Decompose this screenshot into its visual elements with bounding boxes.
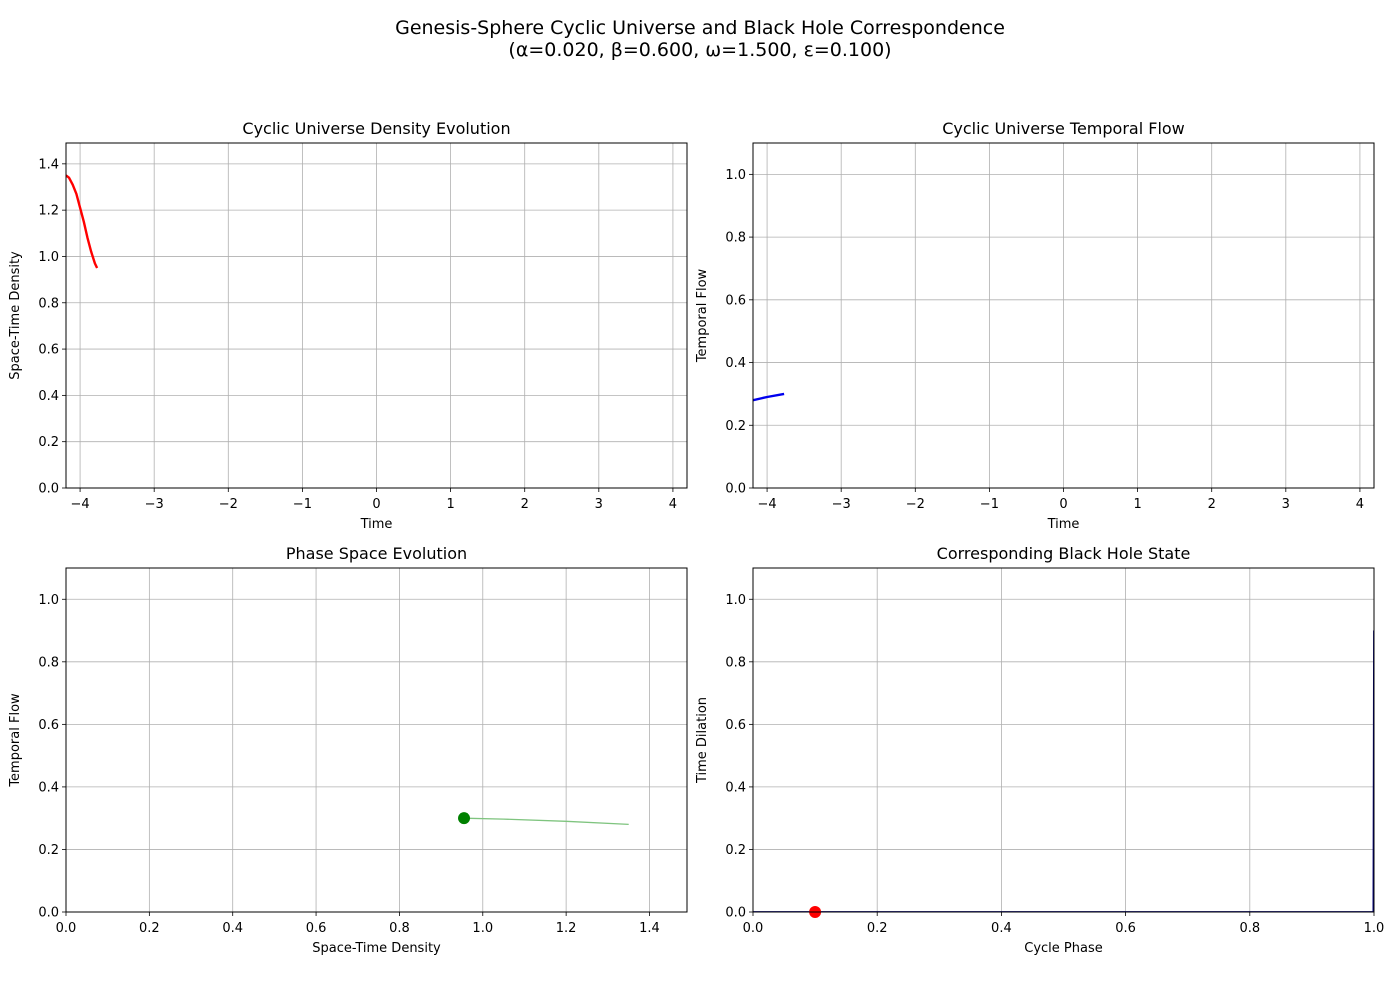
y-tick-label: 0.0 <box>725 482 746 497</box>
y-axis-label: Space-Time Density <box>8 251 23 380</box>
x-axis-label: Time <box>360 517 393 532</box>
x-tick-label: −1 <box>293 497 312 512</box>
x-tick-label: 4 <box>1356 497 1364 512</box>
panel-title: Corresponding Black Hole State <box>937 544 1191 563</box>
y-tick-label: 1.2 <box>38 204 59 219</box>
series-line-phase-0 <box>463 817 629 826</box>
x-tick-label: −2 <box>906 497 925 512</box>
x-tick-label: −3 <box>832 497 851 512</box>
y-tick-label: 0.6 <box>38 718 59 733</box>
y-tick-label: 0.8 <box>38 296 59 311</box>
x-tick-label: 0.2 <box>867 921 888 936</box>
x-tick-label: 0.4 <box>991 921 1012 936</box>
figure-subtitle: (α=0.020, β=0.600, ω=1.500, ε=0.100) <box>508 39 892 61</box>
y-tick-label: 0.4 <box>38 780 59 795</box>
y-tick-label: 0.0 <box>725 906 746 921</box>
series-line-flow-0 <box>753 392 785 402</box>
y-tick-label: 1.0 <box>38 250 59 265</box>
x-tick-label: 3 <box>1282 497 1290 512</box>
y-tick-label: 0.2 <box>725 419 746 434</box>
x-tick-label: 4 <box>669 497 677 512</box>
x-tick-label: 0.8 <box>1239 921 1260 936</box>
y-tick-label: 0.4 <box>38 389 59 404</box>
x-tick-label: −4 <box>757 497 776 512</box>
x-axis-label: Cycle Phase <box>1024 941 1102 956</box>
x-tick-label: 1.0 <box>1364 921 1385 936</box>
chart-panel-blackhole: 0.0 0.2 0.4 0.6 0.8 1.0 0.0 0.2 0.4 0.6 0.8 1.0 Corr… <box>695 544 1384 956</box>
y-tick-label: 0.4 <box>725 356 746 371</box>
y-axis-label: Temporal Flow <box>695 268 710 363</box>
y-tick-label: 0.6 <box>725 293 746 308</box>
chart-panel-density: −4 −3 −2 −1 0 1 2 3 4 0.0 0.2 0.4 0.6 0.8 1.0 1.2 1.4 Cyc… <box>8 119 688 532</box>
x-tick-label: 0.4 <box>222 921 243 936</box>
x-tick-label: 2 <box>521 497 529 512</box>
y-tick-label: 1.0 <box>725 168 746 183</box>
x-tick-label: 0.6 <box>1115 921 1136 936</box>
x-tick-label: −4 <box>70 497 89 512</box>
x-tick-label: −1 <box>980 497 999 512</box>
panel-title: Phase Space Evolution <box>286 544 467 563</box>
x-tick-label: 0 <box>372 497 380 512</box>
series-line-density-0 <box>66 174 99 269</box>
y-tick-label: 1.4 <box>38 157 59 172</box>
x-tick-label: 0.2 <box>139 921 160 936</box>
x-tick-label: 1 <box>1133 497 1141 512</box>
plot-frame <box>65 567 688 913</box>
y-axis-label: Temporal Flow <box>8 693 23 788</box>
plot-frame <box>752 567 1375 913</box>
x-tick-label: 0.6 <box>306 921 327 936</box>
x-axis-label: Space-Time Density <box>312 941 441 956</box>
y-tick-label: 0.8 <box>725 231 746 246</box>
y-tick-label: 0.2 <box>38 435 59 450</box>
y-tick-label: 0.2 <box>38 843 59 858</box>
y-tick-label: 0.0 <box>38 906 59 921</box>
x-tick-label: 1.2 <box>556 921 577 936</box>
y-tick-label: 0.4 <box>725 780 746 795</box>
y-tick-label: 0.6 <box>38 343 59 358</box>
x-tick-label: −3 <box>145 497 164 512</box>
x-tick-label: 2 <box>1208 497 1216 512</box>
panel-title: Cyclic Universe Density Evolution <box>242 119 510 138</box>
x-tick-label: 0.8 <box>389 921 410 936</box>
y-tick-label: 1.0 <box>725 593 746 608</box>
y-tick-label: 0.8 <box>725 655 746 670</box>
plot-frame <box>65 142 688 489</box>
x-tick-label: 0.0 <box>743 921 764 936</box>
chart-panel-phase: 0.0 0.2 0.4 0.6 0.8 1.0 1.2 1.4 0.0 0.2 0.4 0.6 0.8 1… <box>8 544 688 956</box>
y-axis-label: Time Dilation <box>695 697 710 784</box>
x-tick-label: 3 <box>595 497 603 512</box>
x-tick-label: −2 <box>219 497 238 512</box>
y-tick-label: 1.0 <box>38 593 59 608</box>
figure-title: Genesis-Sphere Cyclic Universe and Black… <box>395 17 1005 39</box>
x-tick-label: 1.4 <box>639 921 660 936</box>
y-tick-label: 0.0 <box>38 482 59 497</box>
x-tick-label: 0 <box>1059 497 1067 512</box>
y-tick-label: 0.6 <box>725 718 746 733</box>
plot-frame <box>752 142 1375 489</box>
panel-title: Cyclic Universe Temporal Flow <box>942 119 1185 138</box>
x-tick-label: 0.0 <box>56 921 77 936</box>
marker-point-phase-0 <box>458 812 471 825</box>
x-tick-label: 1.0 <box>472 921 493 936</box>
series-line-blackhole-0 <box>753 630 1374 912</box>
y-tick-label: 0.2 <box>725 843 746 858</box>
x-tick-label: 1 <box>446 497 454 512</box>
chart-panel-flow: −4 −3 −2 −1 0 1 2 3 4 0.0 0.2 0.4 0.6 0.8 1.0 Cyclic Un… <box>695 119 1375 532</box>
x-axis-label: Time <box>1047 517 1080 532</box>
y-tick-label: 0.8 <box>38 655 59 670</box>
